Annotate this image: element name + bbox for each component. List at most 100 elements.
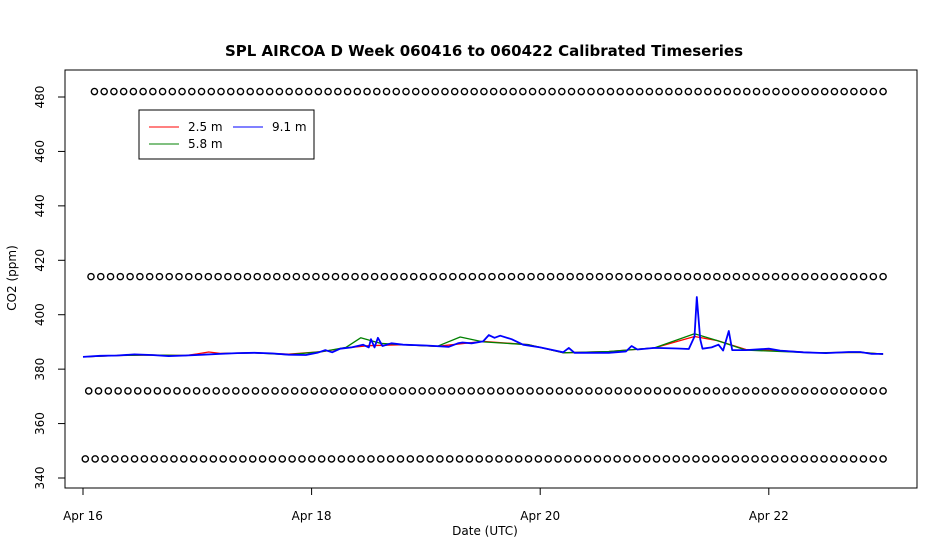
circle-marker	[859, 272, 868, 281]
circle-marker	[830, 455, 838, 463]
circle-marker	[801, 87, 810, 96]
circle-marker	[465, 455, 474, 463]
circle-marker	[672, 455, 681, 463]
circle-marker	[222, 387, 230, 395]
circle-marker	[116, 272, 125, 281]
circle-marker	[241, 387, 250, 395]
circle-marker	[859, 455, 868, 463]
y-axis: 340 360 380 400 420 440 460 480	[33, 86, 66, 489]
circle-marker	[653, 387, 662, 395]
circle-marker	[839, 455, 848, 463]
circle-marker	[290, 387, 299, 395]
circle-marker	[623, 455, 631, 463]
circle-marker	[555, 387, 564, 395]
circle-marker	[321, 272, 330, 281]
x-tick-label: Apr 22	[749, 509, 789, 523]
circle-marker	[879, 387, 887, 395]
circle-marker	[879, 455, 887, 463]
circle-marker	[752, 87, 761, 96]
circle-marker	[402, 87, 410, 96]
circle-marker	[673, 272, 682, 281]
circle-marker	[564, 455, 572, 463]
circle-marker	[626, 87, 634, 96]
circle-marker	[524, 455, 533, 463]
circle-marker	[372, 87, 381, 96]
circle-marker	[674, 87, 683, 96]
circle-marker	[160, 455, 168, 463]
circle-marker	[603, 455, 612, 463]
circle-marker	[380, 272, 389, 281]
circle-marker	[583, 455, 592, 463]
circle-marker	[330, 387, 338, 395]
circle-marker	[477, 387, 485, 395]
circle-marker	[184, 272, 193, 281]
circle-marker	[643, 387, 652, 395]
circle-marker	[199, 455, 208, 463]
circle-marker	[849, 387, 858, 395]
circle-marker	[556, 272, 565, 281]
circle-marker	[499, 87, 508, 96]
circle-marker	[178, 87, 186, 96]
circle-marker	[519, 87, 527, 96]
circle-marker	[212, 387, 221, 395]
circle-marker	[534, 455, 543, 463]
circle-marker	[869, 455, 878, 463]
circle-marker	[104, 387, 113, 395]
circle-marker	[820, 387, 829, 395]
circle-marker	[232, 387, 240, 395]
circle-marker	[514, 455, 523, 463]
circle-marker	[408, 387, 417, 395]
circle-marker	[742, 272, 750, 281]
circle-marker	[194, 272, 203, 281]
legend: 2.5 m 5.8 m 9.1 m	[138, 109, 315, 160]
chart-title: SPL AIRCOA D Week 060416 to 060422 Calib…	[225, 42, 743, 60]
circle-marker	[703, 272, 711, 281]
circle-marker	[820, 87, 829, 96]
circle-marker	[139, 87, 147, 96]
circle-marker	[624, 387, 632, 395]
circle-marker	[761, 387, 770, 395]
circle-marker	[800, 455, 809, 463]
circle-marker	[386, 455, 395, 463]
circle-marker	[475, 455, 484, 463]
circle-marker	[447, 387, 456, 395]
circle-marker	[791, 387, 799, 395]
circle-marker	[801, 272, 809, 281]
circle-marker	[173, 387, 181, 395]
circle-marker	[124, 387, 132, 395]
circle-marker	[664, 272, 672, 281]
circle-marker	[382, 87, 391, 96]
circle-marker	[751, 455, 759, 463]
circle-marker	[343, 87, 352, 96]
circle-marker	[214, 272, 222, 281]
circle-marker	[859, 87, 868, 96]
circle-marker	[752, 272, 760, 281]
circle-marker	[126, 272, 134, 281]
circle-marker	[722, 272, 731, 281]
circle-marker	[468, 272, 477, 281]
circle-marker	[219, 455, 227, 463]
circle-marker	[449, 272, 457, 281]
circle-marker	[849, 455, 858, 463]
circle-marker	[349, 387, 358, 395]
circle-marker	[635, 87, 644, 96]
circle-marker	[606, 87, 615, 96]
circle-marker	[869, 272, 878, 281]
circle-marker	[207, 87, 216, 96]
circle-marker	[485, 455, 493, 463]
circle-marker	[285, 87, 293, 96]
circle-marker	[275, 87, 284, 96]
circle-marker	[341, 272, 350, 281]
circle-marker	[879, 87, 887, 96]
circle-marker	[388, 387, 397, 395]
circle-marker	[416, 455, 424, 463]
circle-marker	[694, 87, 702, 96]
circle-marker	[616, 87, 625, 96]
circle-marker	[614, 387, 623, 395]
circle-marker	[713, 87, 722, 96]
x-tick-label: Apr 16	[63, 509, 103, 523]
circle-marker	[548, 87, 556, 96]
circle-marker	[587, 87, 595, 96]
circle-marker	[110, 87, 118, 96]
y-axis-label: CO2 (ppm)	[5, 245, 19, 311]
